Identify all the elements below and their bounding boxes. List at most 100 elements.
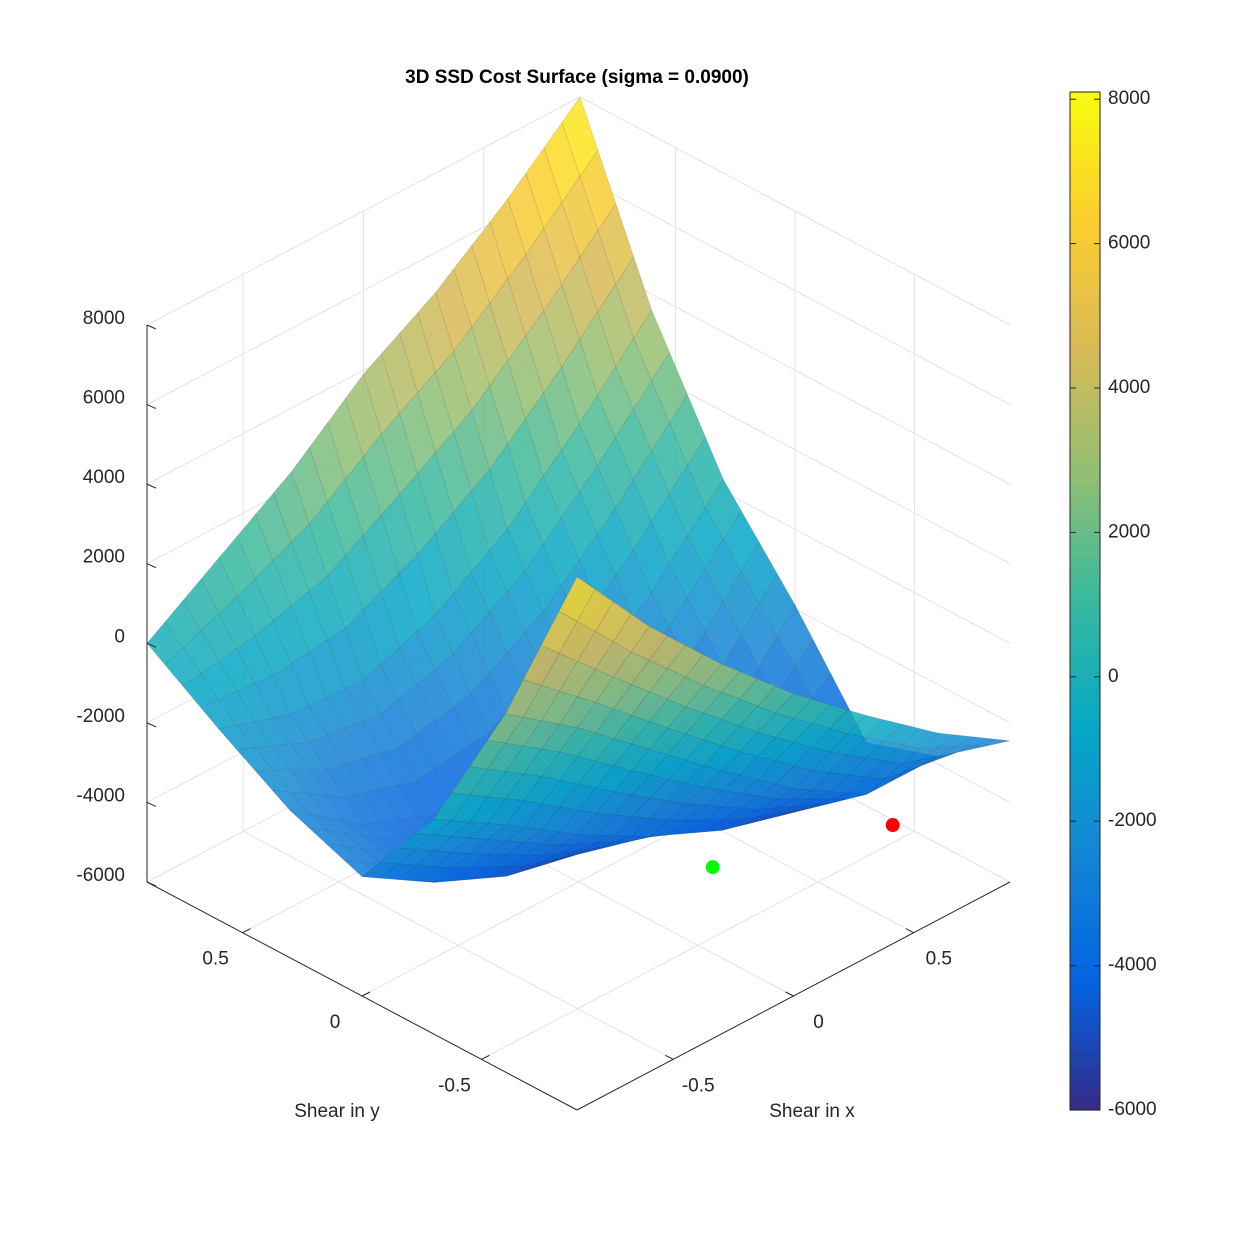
surface-patch	[614, 835, 651, 843]
x-tick	[664, 1054, 674, 1060]
surface-patch	[847, 757, 885, 778]
surface-patch	[702, 663, 740, 693]
colorbar-swatch	[1070, 897, 1100, 907]
colorbar-swatch	[1070, 880, 1100, 891]
colorbar-swatch	[1070, 278, 1100, 288]
surface-patch	[721, 775, 759, 794]
surface-patch	[380, 747, 418, 786]
surface-patch	[597, 366, 634, 439]
colorbar-swatch	[1070, 219, 1100, 229]
colorbar-swatch	[1070, 185, 1100, 195]
surface-patch	[504, 679, 542, 718]
surface-patch	[775, 693, 813, 719]
surface-patch	[576, 588, 614, 632]
colorbar-swatch	[1070, 558, 1100, 568]
colorbar-swatch	[1070, 821, 1100, 831]
colorbar-swatch	[1070, 685, 1100, 695]
colorbar-swatch	[1070, 499, 1100, 509]
colorbar-swatch	[1070, 770, 1100, 780]
min-marker	[705, 860, 720, 875]
colorbar-swatch	[1070, 244, 1100, 254]
colorbar-swatch	[1070, 634, 1100, 645]
surface-patch	[703, 789, 741, 807]
colorbar-swatch	[1070, 465, 1100, 475]
surface-patch	[595, 814, 633, 836]
surface-patch	[561, 175, 599, 259]
surface-patch	[758, 798, 795, 810]
colorbar-swatch	[1070, 363, 1100, 373]
surface-patch	[649, 778, 687, 802]
colorbar-swatch	[1070, 914, 1100, 924]
y-axis-label: Shear in y	[294, 1101, 380, 1122]
colorbar-swatch	[1070, 176, 1100, 186]
colorbar-swatch	[1070, 651, 1100, 661]
colorbar-swatch	[1070, 838, 1100, 848]
surface-patch	[650, 493, 688, 566]
colorbar-tick-label: 2000	[1108, 521, 1150, 542]
x-tick	[905, 928, 915, 934]
colorbar-tick-label: 8000	[1108, 88, 1150, 109]
x-tick-label: 0	[813, 1012, 824, 1033]
z-tick-label: 0	[114, 626, 125, 647]
y-tick	[481, 1054, 490, 1060]
surface-patch	[757, 736, 795, 762]
surface-patch	[397, 864, 435, 882]
colorbar-swatch	[1070, 736, 1100, 746]
surface-patch	[543, 201, 581, 285]
colorbar-swatch	[1070, 940, 1100, 950]
surface-patch	[685, 765, 723, 788]
colorbar-swatch	[1070, 711, 1100, 721]
colorbar-swatch	[1070, 1050, 1100, 1060]
surface-patch	[469, 768, 507, 798]
colorbar-swatch	[1070, 863, 1100, 874]
surface-patch	[829, 733, 867, 756]
surface-patch	[543, 366, 580, 451]
surface-patch	[344, 534, 382, 611]
y-tick-label: 0.5	[202, 949, 228, 970]
colorbar-swatch	[1070, 855, 1100, 865]
z-tick	[146, 801, 157, 807]
surface-patch	[272, 471, 310, 543]
colorbar-swatch	[1070, 92, 1100, 102]
surface-patch	[597, 436, 634, 509]
grid-line	[579, 96, 1011, 326]
z-tick	[146, 324, 157, 330]
surface-patch	[615, 337, 652, 410]
colorbar-swatch	[1070, 100, 1100, 110]
z-tick	[146, 563, 157, 569]
z-tick-label: -2000	[76, 706, 125, 727]
surface-patch	[542, 517, 580, 587]
colorbar-swatch	[1070, 668, 1100, 678]
colorbar-swatch	[1070, 601, 1100, 611]
surface-patch	[685, 804, 723, 821]
y-tick	[242, 928, 251, 934]
surface-patch	[398, 554, 436, 633]
surface-patch	[433, 836, 471, 853]
z-tick	[146, 404, 157, 410]
surface-patch	[254, 559, 292, 622]
colorbar-swatch	[1070, 1101, 1100, 1111]
colorbar-swatch	[1070, 796, 1100, 806]
surface-patch	[865, 760, 903, 780]
z-tick	[146, 722, 157, 728]
surface-patch	[453, 410, 490, 492]
colorbar-swatch	[1070, 312, 1100, 322]
surface-patch	[775, 717, 813, 743]
surface-patch	[470, 611, 508, 674]
z-tick	[146, 483, 157, 489]
colorbar-swatch	[1070, 193, 1100, 203]
surface-patch	[505, 773, 543, 801]
colorbar-swatch	[1070, 847, 1100, 857]
colorbar-swatch	[1070, 965, 1100, 975]
colorbar-frame	[1069, 91, 1101, 1111]
surface-patch	[615, 408, 652, 481]
surface-patch	[541, 779, 579, 808]
surface-patch	[290, 446, 328, 525]
surface-patch	[543, 283, 580, 369]
colorbar-swatch	[1070, 991, 1100, 1001]
surface-patch	[146, 621, 184, 666]
y-tick-label: 0	[330, 1012, 341, 1033]
surface-patch	[543, 449, 580, 519]
surface-patch	[452, 571, 490, 634]
